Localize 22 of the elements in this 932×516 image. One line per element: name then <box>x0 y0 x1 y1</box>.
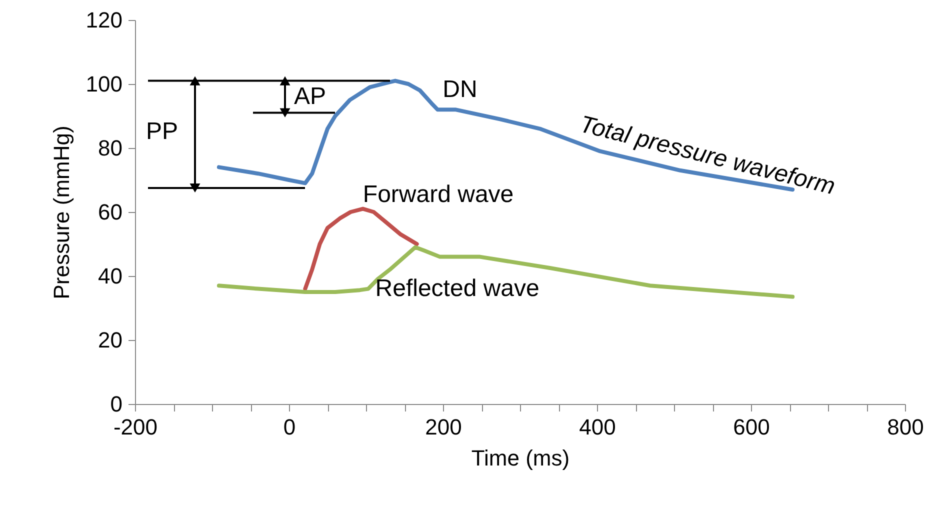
y-tick-label: 100 <box>86 72 122 96</box>
series-label: Reflected wave <box>375 275 540 302</box>
y-tick-label: 60 <box>98 200 122 224</box>
y-axis-title: Pressure (mmHg) <box>48 126 74 300</box>
x-tick-label: -200 <box>113 414 158 440</box>
x-tick-label: 400 <box>579 414 616 440</box>
y-tick-label: 120 <box>86 8 122 32</box>
annotation: AP <box>294 83 326 110</box>
series-label: Forward wave <box>362 180 514 208</box>
x-tick-label: 0 <box>283 414 296 440</box>
line-series <box>216 245 795 299</box>
x-tick-label: 200 <box>425 414 462 440</box>
text: Total pressure waveform <box>577 110 838 200</box>
y-tick-label: 20 <box>98 328 122 352</box>
y-tick-label: 80 <box>98 136 122 160</box>
y-tick-label: 0 <box>110 392 122 416</box>
x-axis-title: Time (ms) <box>471 446 570 470</box>
annotation: DN <box>442 76 478 103</box>
y-tick-label: 40 <box>98 264 122 288</box>
x-tick-label: 600 <box>733 414 770 440</box>
x-tick-label: 800 <box>887 414 924 440</box>
annotation: PP <box>146 118 178 145</box>
